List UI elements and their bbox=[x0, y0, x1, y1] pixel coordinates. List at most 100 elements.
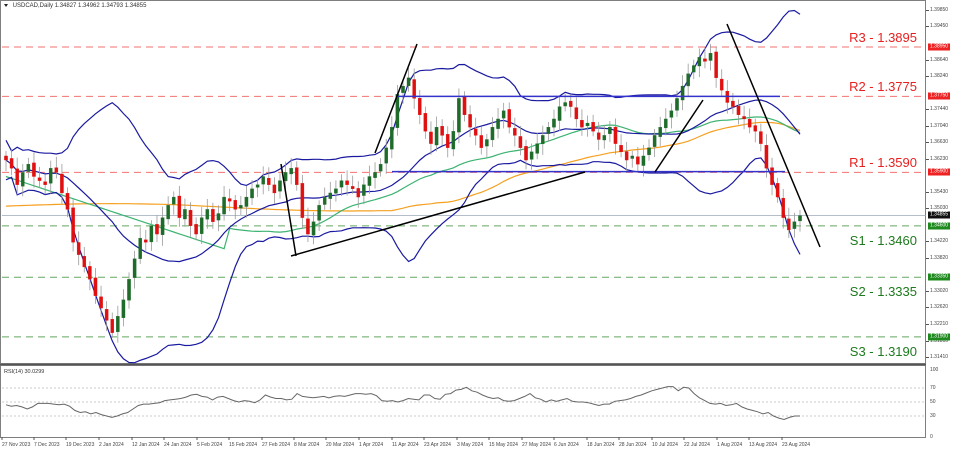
candle-bearish[interactable] bbox=[719, 78, 724, 91]
candle-bearish[interactable] bbox=[736, 105, 741, 115]
candle-bearish[interactable] bbox=[188, 209, 193, 226]
candle-bearish[interactable] bbox=[775, 183, 780, 198]
candle-bearish[interactable] bbox=[194, 224, 198, 235]
candle-bearish[interactable] bbox=[43, 181, 47, 185]
candle-bullish[interactable] bbox=[585, 122, 590, 127]
candle-bullish[interactable] bbox=[457, 98, 461, 133]
candle-bearish[interactable] bbox=[473, 128, 478, 136]
candle-bullish[interactable] bbox=[334, 188, 338, 194]
candle-bearish[interactable] bbox=[574, 107, 579, 120]
candle-bullish[interactable] bbox=[669, 110, 674, 118]
uptrend-line-2[interactable] bbox=[374, 43, 418, 154]
candle-bullish[interactable] bbox=[390, 127, 394, 150]
candle-bearish[interactable] bbox=[54, 167, 59, 173]
candle-bearish[interactable] bbox=[295, 167, 299, 185]
candle-bullish[interactable] bbox=[261, 176, 265, 185]
candle-bullish[interactable] bbox=[160, 217, 165, 235]
candle-bullish[interactable] bbox=[26, 164, 31, 172]
candle-bearish[interactable] bbox=[272, 184, 277, 194]
candle-bullish[interactable] bbox=[278, 180, 282, 192]
candle-bearish[interactable] bbox=[580, 120, 584, 128]
candle-bearish[interactable] bbox=[747, 118, 752, 128]
candle-bullish[interactable] bbox=[552, 118, 556, 128]
candle-bullish[interactable] bbox=[535, 143, 539, 154]
candle-bearish[interactable] bbox=[440, 126, 444, 136]
candle-bullish[interactable] bbox=[485, 139, 489, 147]
candle-bearish[interactable] bbox=[300, 183, 305, 218]
candle-bearish[interactable] bbox=[211, 209, 215, 222]
candle-bullish[interactable] bbox=[546, 127, 551, 134]
candle-bullish[interactable] bbox=[239, 205, 243, 209]
candle-bearish[interactable] bbox=[479, 135, 484, 148]
candle-bullish[interactable] bbox=[367, 176, 372, 186]
candle-bearish[interactable] bbox=[445, 134, 450, 148]
candle-bearish[interactable] bbox=[93, 277, 98, 296]
candle-bearish[interactable] bbox=[462, 96, 467, 115]
candle-bearish[interactable] bbox=[104, 309, 109, 321]
candle-bullish[interactable] bbox=[21, 172, 25, 187]
candle-bearish[interactable] bbox=[568, 100, 573, 107]
candle-bullish[interactable] bbox=[121, 299, 126, 318]
candle-bearish[interactable] bbox=[781, 197, 785, 218]
candle-bullish[interactable] bbox=[641, 155, 646, 166]
candle-bearish[interactable] bbox=[412, 79, 416, 99]
candle-bullish[interactable] bbox=[322, 196, 327, 205]
collapse-triangle-icon[interactable] bbox=[4, 3, 8, 7]
candle-bearish[interactable] bbox=[619, 145, 623, 152]
candle-bullish[interactable] bbox=[557, 106, 562, 121]
candle-bullish[interactable] bbox=[451, 131, 456, 150]
candle-bearish[interactable] bbox=[770, 167, 774, 185]
candle-bearish[interactable] bbox=[636, 156, 640, 165]
candle-bearish[interactable] bbox=[591, 122, 595, 132]
candle-bullish[interactable] bbox=[183, 209, 187, 220]
candle-bearish[interactable] bbox=[345, 180, 349, 185]
candle-bearish[interactable] bbox=[418, 98, 422, 115]
candle-bullish[interactable] bbox=[496, 118, 500, 129]
candle-bullish[interactable] bbox=[686, 73, 690, 87]
candle-bearish[interactable] bbox=[65, 193, 70, 210]
candle-bearish[interactable] bbox=[99, 296, 103, 309]
uptrend-line-1[interactable] bbox=[290, 171, 586, 257]
candle-bullish[interactable] bbox=[675, 98, 679, 111]
candle-bearish[interactable] bbox=[350, 186, 355, 189]
candle-bearish[interactable] bbox=[703, 58, 707, 62]
candle-bullish[interactable] bbox=[289, 168, 293, 175]
candle-bullish[interactable] bbox=[647, 147, 651, 156]
candle-bearish[interactable] bbox=[513, 128, 517, 136]
candle-bullish[interactable] bbox=[127, 279, 131, 301]
candle-bearish[interactable] bbox=[742, 116, 746, 120]
candle-bearish[interactable] bbox=[110, 318, 114, 333]
candle-bearish[interactable] bbox=[759, 131, 763, 144]
candle-bearish[interactable] bbox=[37, 177, 42, 181]
candle-bearish[interactable] bbox=[613, 126, 618, 144]
candle-bearish[interactable] bbox=[429, 131, 433, 144]
candle-bullish[interactable] bbox=[116, 316, 120, 333]
candle-bullish[interactable] bbox=[792, 221, 797, 229]
candle-bearish[interactable] bbox=[71, 207, 75, 243]
candle-bearish[interactable] bbox=[518, 136, 523, 148]
candle-bearish[interactable] bbox=[144, 239, 148, 243]
candle-bearish[interactable] bbox=[60, 173, 64, 194]
candle-bullish[interactable] bbox=[378, 164, 383, 172]
candle-bearish[interactable] bbox=[15, 168, 19, 185]
candle-bullish[interactable] bbox=[166, 205, 170, 220]
candle-bullish[interactable] bbox=[563, 102, 567, 107]
candle-bullish[interactable] bbox=[630, 155, 635, 159]
candle-bullish[interactable] bbox=[373, 172, 377, 178]
candle-bullish[interactable] bbox=[798, 215, 802, 222]
candle-bullish[interactable] bbox=[216, 213, 221, 221]
candle-bullish[interactable] bbox=[680, 85, 685, 101]
candle-bullish[interactable] bbox=[149, 225, 154, 243]
candle-bearish[interactable] bbox=[714, 51, 718, 78]
candle-bullish[interactable] bbox=[283, 172, 288, 182]
candle-bullish[interactable] bbox=[708, 53, 713, 61]
candle-bullish[interactable] bbox=[541, 135, 545, 145]
candle-bullish[interactable] bbox=[362, 184, 366, 196]
candle-bearish[interactable] bbox=[624, 151, 629, 161]
candle-bullish[interactable] bbox=[132, 258, 137, 278]
candle-bullish[interactable] bbox=[317, 205, 321, 221]
candle-bullish[interactable] bbox=[434, 127, 439, 146]
candle-bullish[interactable] bbox=[652, 135, 657, 147]
uptrend-line-3[interactable] bbox=[654, 99, 704, 173]
candle-bullish[interactable] bbox=[171, 196, 176, 205]
